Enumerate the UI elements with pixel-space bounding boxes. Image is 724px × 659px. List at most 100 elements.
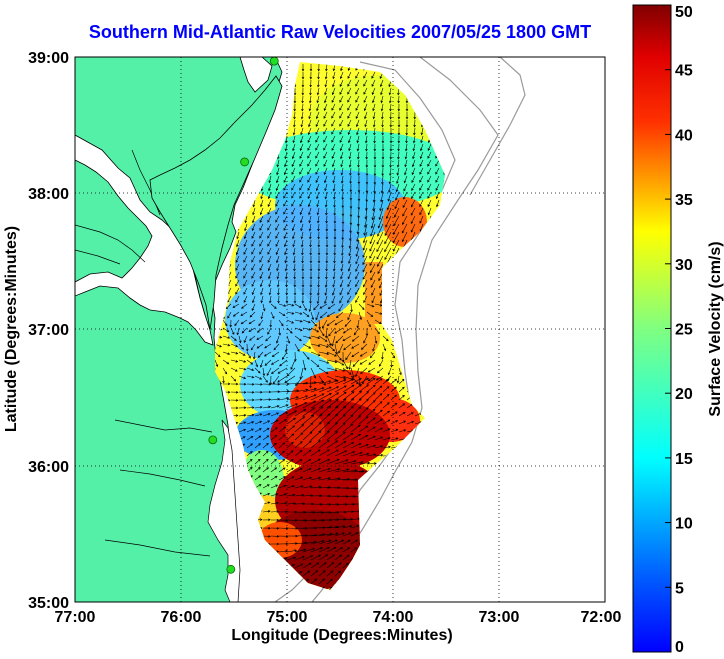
velocity-arrow	[315, 167, 320, 175]
velocity-arrow	[416, 303, 424, 309]
velocity-arrow	[430, 477, 439, 481]
velocity-arrow	[430, 514, 437, 521]
velocity-arrow	[255, 550, 263, 554]
velocity-arrow	[238, 526, 247, 529]
velocity-arrow	[300, 223, 304, 232]
velocity-arrow	[402, 215, 408, 225]
velocity-arrow	[437, 247, 441, 256]
velocity-arrow	[438, 422, 445, 425]
velocity-arrow	[293, 71, 297, 80]
velocity-arrow	[447, 312, 449, 319]
velocity-arrow	[317, 287, 320, 296]
velocity-arrow	[371, 207, 376, 221]
velocity-arrow	[302, 327, 312, 331]
velocity-arrow	[435, 127, 440, 135]
velocity-arrow	[339, 87, 344, 95]
velocity-arrow	[340, 263, 344, 272]
velocity-arrow	[307, 135, 312, 143]
velocity-arrow	[262, 427, 270, 433]
velocity-arrow	[422, 530, 429, 537]
velocity-arrow	[398, 530, 405, 537]
velocity-arrow	[310, 430, 322, 441]
velocity-arrow	[358, 425, 369, 433]
velocity-arrow	[430, 359, 436, 367]
velocity-arrow	[270, 572, 279, 577]
velocity-arrow	[430, 507, 438, 513]
velocity-arrow	[369, 247, 376, 259]
velocity-arrow	[340, 159, 344, 168]
velocity-arrow	[300, 239, 304, 248]
velocity-arrow	[326, 351, 337, 357]
velocity-arrow	[309, 264, 313, 272]
velocity-arrow	[362, 247, 368, 258]
velocity-arrow	[358, 303, 365, 311]
velocity-arrow	[430, 446, 439, 450]
velocity-arrow	[240, 319, 248, 325]
velocity-arrow	[341, 216, 345, 225]
velocity-arrow	[317, 231, 321, 240]
velocity-arrow	[427, 167, 432, 175]
velocity-arrow	[230, 375, 237, 382]
velocity-arrow	[398, 486, 407, 489]
velocity-arrow	[246, 435, 254, 441]
velocity-arrow	[390, 411, 398, 417]
velocity-arrow	[243, 335, 248, 343]
velocity-arrow	[267, 239, 272, 247]
velocity-arrow	[388, 71, 392, 80]
velocity-arrow	[310, 387, 325, 393]
velocity-arrow	[422, 478, 431, 481]
velocity-arrow	[238, 428, 247, 433]
velocity-arrow	[294, 395, 309, 401]
velocity-arrow	[422, 387, 429, 393]
velocity-arrow	[262, 526, 271, 530]
velocity-arrow	[390, 428, 399, 433]
velocity-arrow	[307, 143, 312, 151]
velocity-arrow	[428, 127, 432, 136]
velocity-arrow	[279, 359, 288, 367]
velocity-arrow	[355, 263, 360, 272]
velocity-arrow	[438, 514, 445, 521]
velocity-arrow	[278, 501, 288, 505]
velocity-arrow	[365, 143, 368, 152]
velocity-arrow	[316, 103, 320, 112]
velocity-arrow	[406, 412, 414, 417]
velocity-arrow	[430, 404, 438, 409]
velocity-arrow	[254, 413, 263, 417]
velocity-arrow	[444, 79, 445, 88]
velocity-arrow	[347, 111, 352, 119]
velocity-arrow	[341, 247, 344, 256]
velocity-arrow	[316, 191, 320, 200]
velocity-arrow	[388, 295, 392, 305]
velocity-arrow	[357, 159, 360, 168]
velocity-arrow	[302, 311, 310, 317]
velocity-arrow	[270, 484, 279, 489]
velocity-arrow	[286, 417, 296, 425]
velocity-arrow	[435, 151, 440, 159]
velocity-arrow	[422, 359, 430, 364]
velocity-arrow	[430, 387, 438, 393]
velocity-arrow	[350, 547, 358, 553]
velocity-arrow	[333, 215, 337, 224]
velocity-arrow	[447, 380, 453, 384]
velocity-arrow	[302, 485, 313, 489]
velocity-arrow	[251, 255, 256, 263]
velocity-arrow	[267, 207, 272, 215]
velocity-arrow	[413, 127, 416, 136]
velocity-arrow	[422, 378, 429, 385]
velocity-arrow	[414, 404, 422, 409]
velocity-arrow	[310, 311, 314, 321]
velocity-arrow	[446, 64, 448, 71]
velocity-arrow	[339, 143, 344, 152]
velocity-arrow	[283, 199, 288, 207]
velocity-arrow	[333, 224, 337, 232]
velocity-arrow	[430, 573, 439, 577]
velocity-arrow	[402, 207, 408, 217]
velocity-arrow	[358, 407, 369, 417]
velocity-arrow	[331, 95, 336, 103]
velocity-arrow	[293, 288, 297, 296]
velocity-arrow	[350, 406, 362, 417]
velocity-arrow	[443, 119, 445, 127]
velocity-arrow	[437, 295, 440, 304]
x-tick-label: 72:00	[581, 609, 622, 626]
velocity-arrow	[382, 437, 391, 441]
